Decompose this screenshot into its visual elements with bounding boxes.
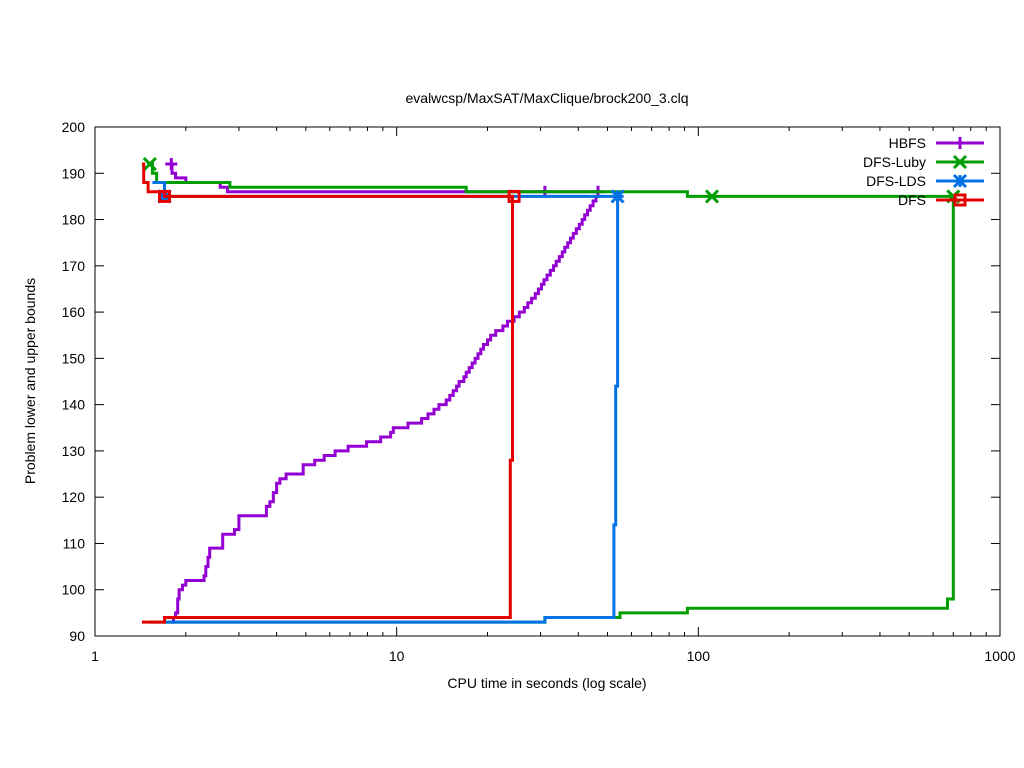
series-dfs-luby xyxy=(142,156,961,624)
legend-label-dfs-luby: DFS-Luby xyxy=(863,154,926,170)
plot-frame xyxy=(94,126,1001,637)
x-tick-label: 100 xyxy=(687,648,711,664)
legend-marker-dfs-luby xyxy=(952,154,968,170)
hbfs-point xyxy=(165,158,178,171)
y-axis-label: Problem lower and upper bounds xyxy=(22,278,38,484)
y-tick-label: 170 xyxy=(62,258,86,274)
series-hbfs xyxy=(165,158,605,624)
legend: HBFS DFS-Luby DFS-LDS DFS xyxy=(863,135,984,208)
hbfs-lower-bound-line xyxy=(171,194,598,624)
series-layer xyxy=(141,156,961,624)
x-axis-label: CPU time in seconds (log scale) xyxy=(447,675,646,691)
dfs-luby-upper-bound-line xyxy=(149,162,954,198)
legend-marker-dfs-lds xyxy=(952,173,968,189)
dfs-luby-lower-bound-line xyxy=(149,196,955,624)
dfs-luby-point xyxy=(704,189,720,204)
legend-label-dfs: DFS xyxy=(898,192,926,208)
legend-label-hbfs: HBFS xyxy=(889,135,926,151)
x-tick-label: 1000 xyxy=(984,648,1015,664)
x-tick-label: 1 xyxy=(91,648,99,664)
dfs-point xyxy=(507,189,521,203)
series-dfs-lds xyxy=(152,181,625,624)
y-tick-label: 200 xyxy=(62,119,86,135)
dfs-point xyxy=(158,189,172,203)
dfs-lds-point xyxy=(610,189,625,204)
y-tick-label: 90 xyxy=(69,628,85,644)
dfs-lds-upper-bound-line xyxy=(152,181,618,198)
dfs-lower-bound-line xyxy=(141,194,515,624)
y-tick-label: 120 xyxy=(62,489,86,505)
y-tick-label: 180 xyxy=(62,212,86,228)
chart-title: evalwcsp/MaxSAT/MaxClique/brock200_3.clq xyxy=(406,90,689,106)
x-tick-label: 10 xyxy=(389,648,405,664)
legend-marker-hbfs xyxy=(954,137,966,149)
y-tick-label: 100 xyxy=(62,582,86,598)
y-tick-label: 160 xyxy=(62,304,86,320)
y-tick-label: 150 xyxy=(62,350,86,366)
dfs-upper-bound-line xyxy=(141,162,515,198)
series-dfs xyxy=(141,162,521,624)
y-tick-label: 190 xyxy=(62,165,86,181)
y-tick-label: 110 xyxy=(63,535,86,551)
legend-label-dfs-lds: DFS-LDS xyxy=(866,173,926,189)
y-tick-label: 140 xyxy=(62,397,86,413)
dfs-lds-lower-bound-line xyxy=(164,196,620,624)
y-tick-label: 130 xyxy=(62,443,86,459)
legend-marker-dfs xyxy=(953,193,967,207)
dfs-luby-point xyxy=(142,156,157,172)
